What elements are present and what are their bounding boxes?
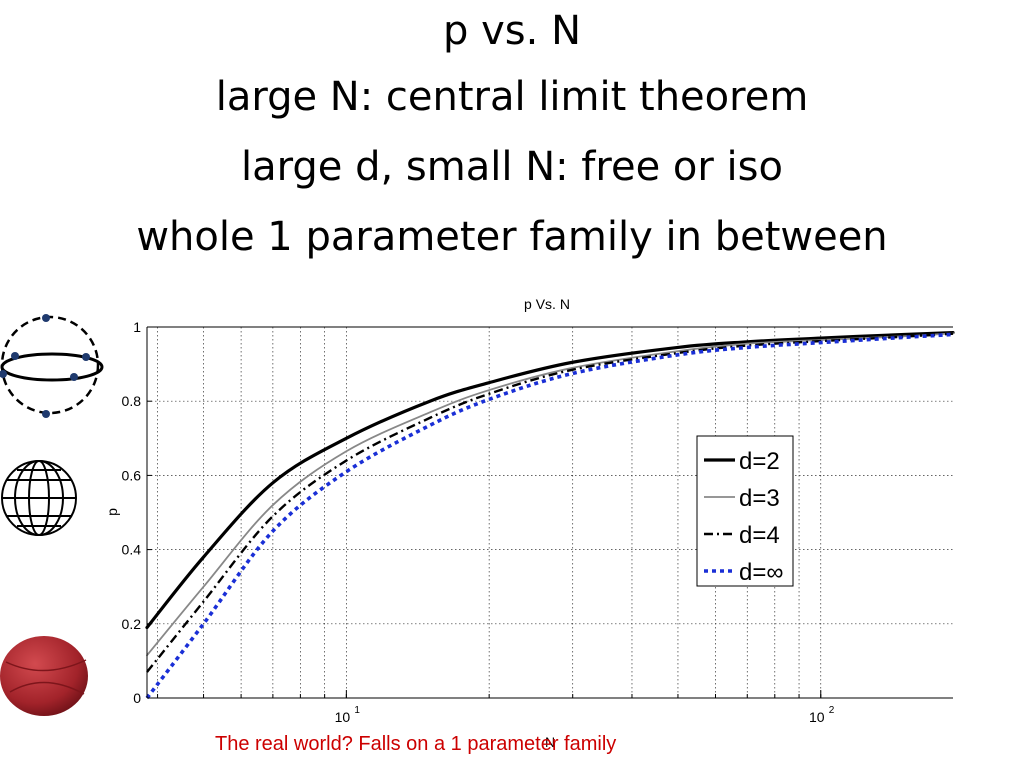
circle-points-icon xyxy=(0,314,104,418)
x-tick-exponent: 1 xyxy=(354,705,360,716)
legend-label: d=3 xyxy=(739,485,780,512)
y-tick-label: 0.6 xyxy=(122,467,142,483)
series-line-d=4 xyxy=(146,332,954,673)
slide-caption: The real world? Falls on a 1 parameter f… xyxy=(215,733,617,755)
y-tick-label: 0 xyxy=(133,690,141,706)
red-ball-icon xyxy=(0,636,88,716)
slide-title-block: p vs. N large N: central limit theorem l… xyxy=(0,0,1024,272)
side-icons-svg xyxy=(0,314,104,716)
wireframe-globe-icon xyxy=(1,460,77,536)
chart-xlabel: N xyxy=(545,734,555,750)
slide-subtitle-large-n: large N: central limit theorem xyxy=(215,74,809,120)
slide-subtitle-large-d: large d, small N: free or iso xyxy=(241,144,783,190)
series-line-d=3 xyxy=(146,332,954,657)
x-tick-label: 10 xyxy=(809,709,825,725)
chart-legend: d=2 d=3 d=4 d=∞ xyxy=(696,435,794,587)
y-tick-label: 0.8 xyxy=(122,393,142,409)
series-line-d=2 xyxy=(145,330,955,630)
x-tick-exponent: 2 xyxy=(829,705,835,716)
legend-label: d=∞ xyxy=(739,559,783,586)
series-line-d=∞ xyxy=(145,332,954,700)
legend-label: d=2 xyxy=(739,448,780,475)
y-tick-label: 0.4 xyxy=(122,542,142,558)
x-tick-label: 10 xyxy=(335,709,351,725)
chart-series xyxy=(145,330,955,700)
y-tick-label: 0.2 xyxy=(122,616,142,632)
slide-subtitle-family: whole 1 parameter family in between xyxy=(136,214,888,260)
chart-ylabel: p xyxy=(104,508,120,516)
side-icon-column xyxy=(0,300,110,720)
legend-label: d=4 xyxy=(739,522,780,549)
slide-title: p vs. N xyxy=(443,8,581,54)
chart-grid xyxy=(147,326,953,699)
y-tick-label: 1 xyxy=(133,319,141,335)
chart-title: p Vs. N xyxy=(524,296,570,312)
